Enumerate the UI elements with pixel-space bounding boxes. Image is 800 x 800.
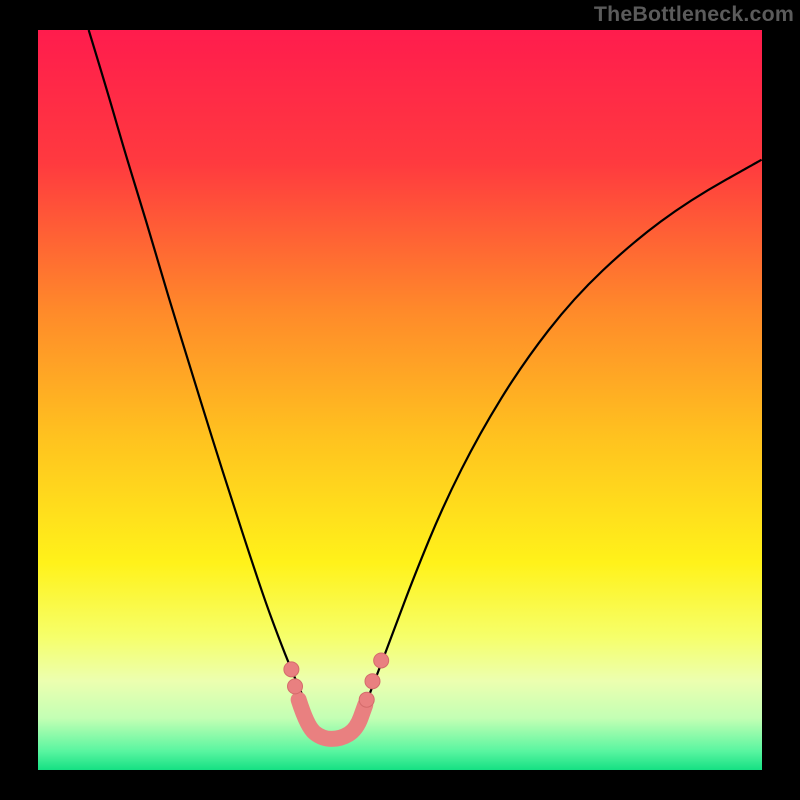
marker-right-2 [374,653,389,668]
plot-area [38,30,762,770]
stage: TheBottleneck.com [0,0,800,800]
chart-svg [38,30,762,770]
marker-left-0 [284,662,299,677]
watermark-text: TheBottleneck.com [594,2,794,27]
marker-right-0 [359,692,374,707]
marker-right-1 [365,674,380,689]
marker-left-1 [288,679,303,694]
